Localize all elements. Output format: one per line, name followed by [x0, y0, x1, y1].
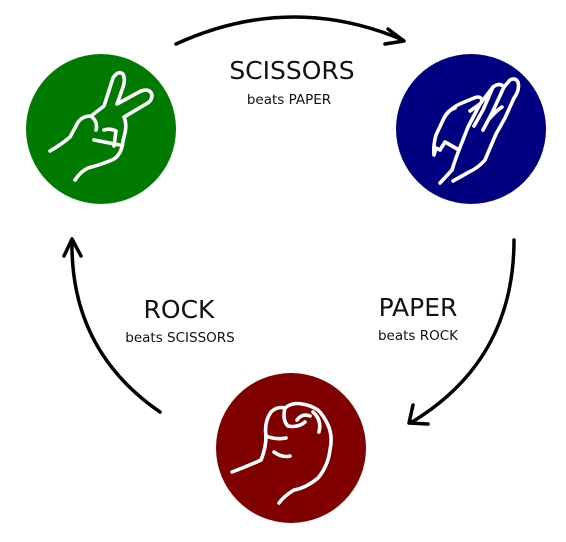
paper-subtitle: beats ROCK [378, 328, 459, 344]
rock-title: ROCK [144, 295, 216, 324]
node-scissors [26, 54, 176, 204]
node-rock [216, 373, 366, 523]
paper-title: PAPER [379, 293, 458, 322]
scissors-circle [26, 54, 176, 204]
rock-circle [216, 373, 366, 523]
node-paper [396, 54, 546, 204]
arrow-paper-to-rock [407, 238, 516, 426]
scissors-title: SCISSORS [229, 56, 354, 85]
rock-subtitle: beats SCISSORS [125, 330, 234, 346]
paper-circle [396, 54, 546, 204]
rock-fist-icon [230, 401, 333, 505]
arrow-scissors-to-paper [174, 15, 406, 46]
arrow-rock-to-scissors [62, 237, 162, 414]
scissors-subtitle: beats PAPER [247, 92, 331, 108]
scissors-hand-icon [48, 70, 154, 182]
label-rock: ROCK beats SCISSORS [125, 295, 234, 346]
label-scissors: SCISSORS beats PAPER [229, 56, 354, 108]
label-paper: PAPER beats ROCK [378, 293, 459, 344]
paper-hand-icon [431, 77, 521, 185]
